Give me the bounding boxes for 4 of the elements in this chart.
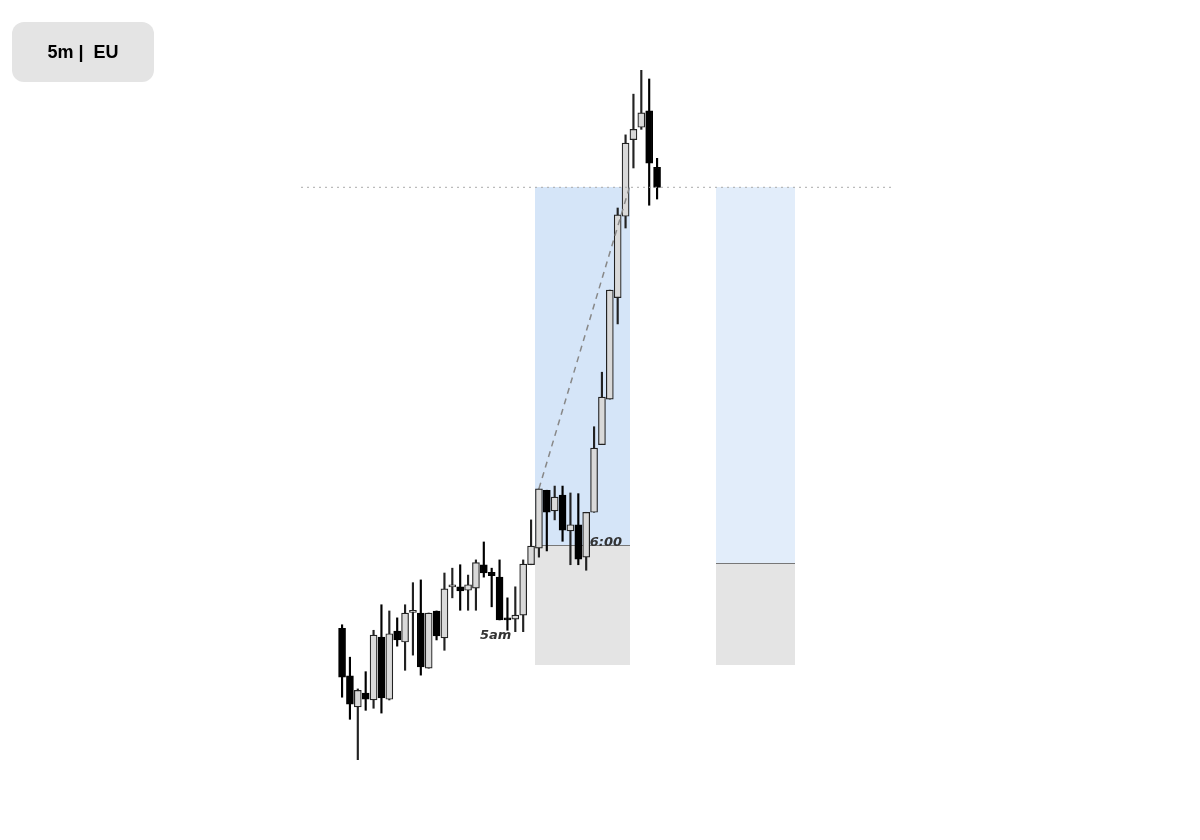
candlestick bbox=[629, 93, 638, 169]
text: 5m | EU bbox=[12, 22, 154, 82]
annotation: 5am bbox=[479, 626, 512, 642]
annotation: 6:00 bbox=[589, 533, 623, 549]
